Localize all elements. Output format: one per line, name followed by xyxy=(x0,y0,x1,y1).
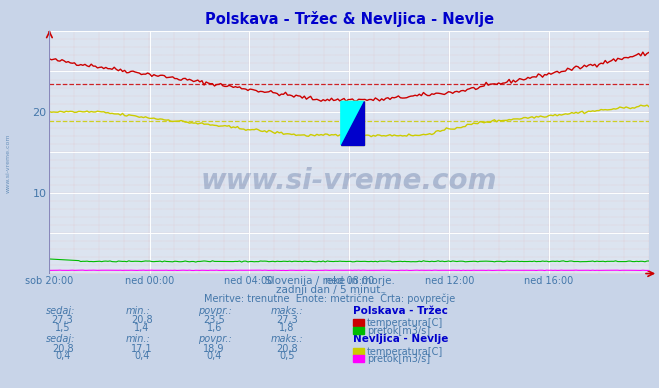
Text: pretok[m3/s]: pretok[m3/s] xyxy=(367,326,430,336)
Text: temperatura[C]: temperatura[C] xyxy=(367,346,444,357)
Text: Slovenija / reke in morje.: Slovenija / reke in morje. xyxy=(264,276,395,286)
Text: temperatura[C]: temperatura[C] xyxy=(367,318,444,328)
Text: sedaj:: sedaj: xyxy=(46,334,76,344)
Text: 1,5: 1,5 xyxy=(55,322,71,333)
Text: 1,6: 1,6 xyxy=(206,322,222,333)
Text: 27,3: 27,3 xyxy=(275,315,298,325)
Text: zadnji dan / 5 minut.: zadnji dan / 5 minut. xyxy=(275,285,384,295)
Text: maks.:: maks.: xyxy=(270,334,303,344)
Text: 1,4: 1,4 xyxy=(134,322,150,333)
Text: pretok[m3/s]: pretok[m3/s] xyxy=(367,354,430,364)
Text: 1,8: 1,8 xyxy=(279,322,295,333)
Text: 23,5: 23,5 xyxy=(203,315,225,325)
Polygon shape xyxy=(341,101,364,145)
Text: Polskava - Tržec: Polskava - Tržec xyxy=(353,305,447,315)
Text: min.:: min.: xyxy=(125,334,150,344)
Text: 0,4: 0,4 xyxy=(55,351,71,361)
Text: 27,3: 27,3 xyxy=(51,315,74,325)
Text: 0,5: 0,5 xyxy=(279,351,295,361)
Title: Polskava - Tržec & Nevljica - Nevlje: Polskava - Tržec & Nevljica - Nevlje xyxy=(205,11,494,27)
Text: min.:: min.: xyxy=(125,305,150,315)
Polygon shape xyxy=(341,101,364,145)
Text: 20,8: 20,8 xyxy=(131,315,152,325)
Text: 20,8: 20,8 xyxy=(276,343,297,353)
Text: povpr.:: povpr.: xyxy=(198,305,231,315)
Text: 18,9: 18,9 xyxy=(204,343,225,353)
Text: sedaj:: sedaj: xyxy=(46,305,76,315)
Text: maks.:: maks.: xyxy=(270,305,303,315)
Text: 0,4: 0,4 xyxy=(134,351,150,361)
Text: 17,1: 17,1 xyxy=(131,343,152,353)
Text: 0,4: 0,4 xyxy=(206,351,222,361)
Text: Meritve: trenutne  Enote: metrične  Črta: povprečje: Meritve: trenutne Enote: metrične Črta: … xyxy=(204,292,455,304)
Text: www.si-vreme.com: www.si-vreme.com xyxy=(5,133,11,193)
Bar xyxy=(341,101,364,145)
Text: www.si-vreme.com: www.si-vreme.com xyxy=(201,167,498,196)
Text: 20,8: 20,8 xyxy=(52,343,73,353)
Text: Nevljica - Nevlje: Nevljica - Nevlje xyxy=(353,334,448,344)
Text: povpr.:: povpr.: xyxy=(198,334,231,344)
